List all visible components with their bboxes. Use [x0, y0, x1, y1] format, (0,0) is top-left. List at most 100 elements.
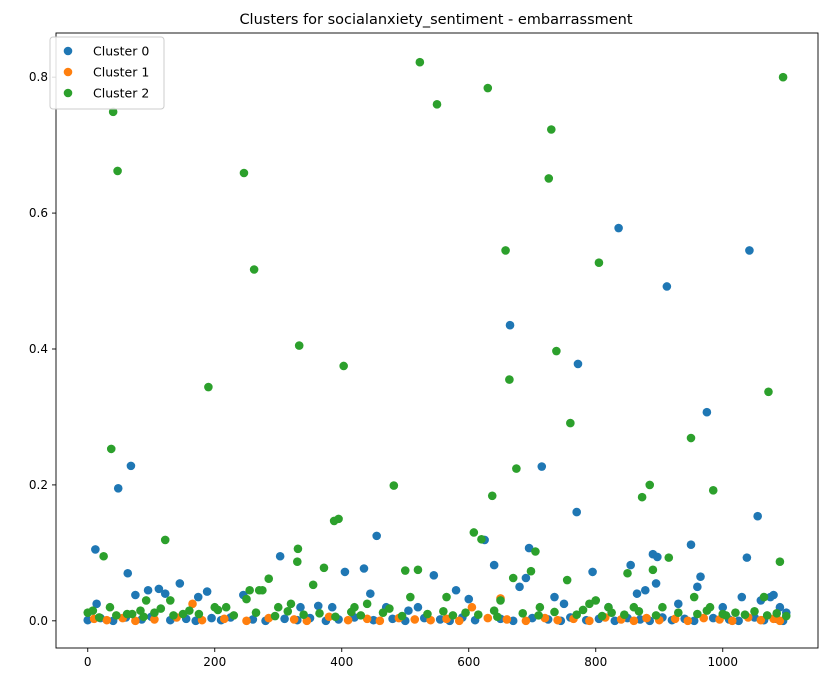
- point-cluster-0: [131, 590, 140, 600]
- point-cluster-1: [756, 615, 766, 625]
- point-cluster-2: [242, 594, 251, 604]
- point-cluster-0: [505, 320, 515, 330]
- point-cluster-2: [356, 611, 366, 620]
- point-cluster-2: [550, 607, 559, 617]
- point-cluster-2: [493, 612, 502, 622]
- point-cluster-2: [213, 605, 223, 615]
- point-cluster-2: [204, 382, 213, 392]
- point-cluster-2: [597, 611, 607, 621]
- point-cluster-2: [413, 565, 423, 575]
- point-cluster-2: [572, 610, 581, 619]
- point-cluster-0: [202, 587, 212, 596]
- point-cluster-2: [258, 585, 267, 595]
- point-cluster-2: [526, 566, 536, 576]
- point-cluster-2: [591, 596, 601, 605]
- point-cluster-0: [640, 585, 650, 595]
- point-cluster-2: [731, 608, 740, 617]
- legend-label: Cluster 1: [93, 65, 149, 80]
- point-cluster-0: [275, 551, 285, 561]
- point-cluster-1: [242, 616, 251, 626]
- point-cluster-2: [473, 610, 483, 619]
- point-cluster-2: [477, 534, 486, 544]
- point-cluster-2: [346, 607, 356, 617]
- point-cluster-0: [388, 614, 397, 624]
- point-cluster-2: [740, 610, 750, 619]
- point-cluster-2: [178, 609, 188, 619]
- point-cluster-0: [91, 545, 100, 554]
- point-cluster-2: [112, 611, 121, 620]
- point-cluster-0: [154, 584, 164, 594]
- point-cluster-2: [270, 611, 280, 621]
- point-cluster-0: [327, 602, 337, 612]
- point-cluster-2: [139, 612, 148, 622]
- point-cluster-2: [686, 433, 696, 443]
- point-cluster-2: [194, 609, 204, 619]
- point-cluster-1: [131, 616, 140, 626]
- point-cluster-2: [708, 486, 718, 495]
- point-cluster-2: [578, 605, 588, 615]
- point-cluster-1: [683, 616, 693, 626]
- point-cluster-0: [674, 599, 683, 609]
- point-cluster-2: [389, 481, 399, 490]
- point-cluster-0: [429, 570, 439, 580]
- point-cluster-2: [99, 551, 108, 561]
- point-cluster-1: [410, 615, 420, 624]
- point-cluster-0: [559, 599, 569, 609]
- legend-box: [49, 36, 165, 110]
- point-cluster-2: [221, 602, 231, 612]
- x-tick-label: 1000: [707, 655, 738, 669]
- point-cluster-2: [94, 613, 104, 622]
- point-cluster-1: [343, 615, 353, 625]
- point-cluster-0: [702, 407, 712, 417]
- legend-label: Cluster 0: [93, 44, 149, 59]
- point-cluster-0: [651, 579, 661, 588]
- point-cluster-2: [334, 514, 343, 524]
- point-cluster-1: [585, 616, 594, 626]
- point-cluster-1: [454, 616, 464, 626]
- point-cluster-0: [515, 582, 524, 592]
- point-cluster-2: [406, 592, 415, 602]
- point-cluster-2: [423, 609, 432, 619]
- point-cluster-2: [552, 346, 561, 356]
- point-cluster-2: [251, 608, 261, 617]
- point-cluster-1: [727, 616, 737, 626]
- point-cluster-0: [126, 461, 136, 471]
- point-cluster-2: [249, 265, 259, 274]
- point-cluster-1: [521, 616, 531, 626]
- point-cluster-2: [594, 258, 604, 267]
- point-cluster-0: [550, 592, 559, 602]
- point-cluster-0: [143, 585, 153, 595]
- point-cluster-1: [289, 615, 299, 624]
- point-cluster-0: [614, 223, 623, 233]
- point-cluster-2: [469, 528, 479, 537]
- point-cluster-0: [769, 590, 778, 600]
- point-cluster-0: [653, 552, 662, 562]
- point-cluster-2: [547, 125, 556, 134]
- point-cluster-2: [229, 611, 239, 620]
- point-cluster-0: [123, 568, 133, 578]
- point-cluster-2: [501, 246, 510, 255]
- point-cluster-2: [432, 100, 442, 109]
- point-cluster-0: [113, 484, 123, 493]
- point-cluster-2: [415, 57, 425, 67]
- point-cluster-2: [293, 557, 302, 566]
- point-cluster-2: [637, 492, 647, 502]
- point-cluster-2: [362, 599, 372, 609]
- x-tick-label: 0: [84, 655, 92, 669]
- point-cluster-2: [378, 608, 388, 617]
- point-cluster-2: [239, 168, 249, 178]
- point-cluster-0: [92, 599, 101, 609]
- point-cluster-2: [721, 611, 731, 620]
- point-cluster-0: [435, 615, 445, 624]
- point-cluster-2: [496, 596, 505, 605]
- point-cluster-2: [607, 608, 616, 617]
- point-cluster-0: [464, 594, 474, 604]
- point-cluster-2: [293, 544, 303, 554]
- point-cluster-0: [693, 582, 702, 592]
- point-cluster-2: [623, 568, 632, 578]
- point-cluster-0: [359, 564, 369, 573]
- point-cluster-2: [308, 580, 318, 590]
- point-cluster-0: [745, 246, 754, 255]
- point-cluster-1: [102, 615, 112, 625]
- point-cluster-0: [489, 560, 499, 570]
